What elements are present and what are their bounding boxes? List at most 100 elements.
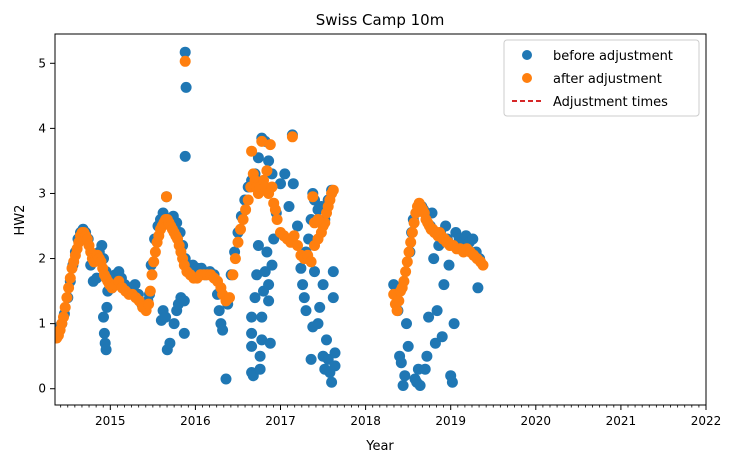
point-before-167 bbox=[421, 350, 433, 362]
point-before-114 bbox=[283, 201, 295, 212]
point-after-5 bbox=[59, 301, 71, 313]
point-before-112 bbox=[275, 178, 286, 190]
x-tick-label-2021: 2021 bbox=[606, 414, 637, 428]
point-after-8 bbox=[64, 272, 76, 284]
point-before-53 bbox=[160, 311, 172, 323]
chart-title: Swiss Camp 10m bbox=[316, 11, 445, 29]
x-tick-label-2022: 2022 bbox=[691, 414, 722, 428]
point-after-132 bbox=[393, 295, 405, 307]
point-before-107 bbox=[263, 279, 275, 291]
point-before-171 bbox=[428, 253, 440, 265]
point-before-116 bbox=[287, 178, 299, 190]
point-before-55 bbox=[164, 337, 176, 349]
point-before-156 bbox=[402, 340, 414, 352]
point-before-183 bbox=[448, 318, 460, 330]
point-before-189 bbox=[467, 233, 479, 245]
point-before-89 bbox=[263, 155, 275, 167]
point-after-54 bbox=[161, 191, 172, 203]
point-before-118 bbox=[295, 262, 307, 274]
point-after-135 bbox=[398, 275, 410, 287]
legend-label-adjustment: Adjustment times bbox=[553, 95, 668, 110]
point-before-145 bbox=[327, 266, 339, 278]
point-before-105 bbox=[261, 246, 273, 258]
point-before-136 bbox=[314, 301, 326, 313]
point-before-148 bbox=[388, 279, 400, 291]
point-before-173 bbox=[431, 305, 443, 317]
point-before-75 bbox=[217, 324, 229, 336]
point-before-64 bbox=[178, 295, 190, 307]
point-after-110 bbox=[288, 230, 300, 242]
point-after-115 bbox=[305, 256, 317, 268]
point-before-121 bbox=[300, 305, 312, 317]
x-tick-label-2016: 2016 bbox=[180, 414, 211, 428]
point-before-119 bbox=[297, 279, 309, 291]
point-before-99 bbox=[254, 363, 266, 375]
legend-marker-before bbox=[522, 50, 532, 60]
x-tick-label-2017: 2017 bbox=[265, 414, 296, 428]
point-after-100 bbox=[264, 139, 276, 151]
point-before-172 bbox=[429, 337, 441, 349]
point-before-60 bbox=[179, 46, 191, 58]
point-after-141 bbox=[408, 217, 420, 229]
point-after-138 bbox=[403, 246, 415, 258]
point-after-83 bbox=[232, 236, 244, 248]
point-after-104 bbox=[271, 214, 283, 225]
point-before-176 bbox=[436, 331, 448, 343]
point-after-45 bbox=[146, 269, 158, 281]
point-before-98 bbox=[252, 240, 264, 251]
point-before-138 bbox=[317, 279, 329, 291]
x-tick-label-2019: 2019 bbox=[435, 414, 466, 428]
point-after-47 bbox=[149, 246, 161, 258]
plot-area bbox=[55, 46, 489, 391]
point-before-182 bbox=[446, 376, 458, 388]
point-before-63 bbox=[178, 327, 190, 339]
point-before-166 bbox=[419, 363, 431, 375]
point-before-97 bbox=[251, 269, 263, 281]
point-after-125 bbox=[327, 184, 339, 196]
legend-label-after: after adjustment bbox=[553, 72, 662, 87]
point-before-143 bbox=[326, 376, 338, 388]
point-before-144 bbox=[327, 292, 339, 304]
point-before-86 bbox=[252, 152, 264, 164]
point-before-101 bbox=[256, 334, 268, 346]
point-after-84 bbox=[235, 223, 246, 235]
point-before-108 bbox=[264, 337, 276, 349]
point-before-191 bbox=[472, 282, 484, 294]
point-after-140 bbox=[406, 227, 418, 238]
point-after-87 bbox=[242, 194, 254, 206]
point-before-177 bbox=[438, 279, 450, 291]
point-before-100 bbox=[254, 350, 266, 362]
point-before-56 bbox=[168, 318, 180, 330]
point-before-163 bbox=[414, 380, 426, 391]
point-after-81 bbox=[227, 269, 239, 281]
point-after-137 bbox=[401, 256, 413, 268]
point-before-132 bbox=[305, 353, 317, 365]
point-after-82 bbox=[229, 253, 241, 265]
point-after-80 bbox=[224, 292, 235, 304]
point-after-4 bbox=[58, 311, 69, 323]
x-tick-label-2020: 2020 bbox=[521, 414, 552, 428]
point-after-66 bbox=[179, 55, 191, 67]
point-after-101 bbox=[266, 181, 278, 193]
point-before-153 bbox=[397, 380, 409, 391]
legend-marker-after bbox=[522, 73, 532, 83]
legend-box bbox=[503, 39, 700, 117]
point-before-120 bbox=[298, 292, 310, 304]
point-after-126 bbox=[307, 191, 319, 203]
point-before-91 bbox=[246, 340, 258, 352]
point-after-98 bbox=[261, 165, 273, 177]
point-after-95 bbox=[256, 135, 268, 147]
y-tick-label-0: 0 bbox=[38, 382, 46, 396]
point-before-110 bbox=[268, 233, 280, 245]
point-before-117 bbox=[292, 220, 303, 232]
y-tick-label-3: 3 bbox=[38, 186, 46, 200]
point-before-93 bbox=[246, 311, 258, 323]
point-after-6 bbox=[61, 292, 73, 304]
point-before-168 bbox=[423, 311, 435, 323]
point-before-62 bbox=[179, 150, 191, 162]
point-before-104 bbox=[259, 266, 271, 278]
x-tick-label-2015: 2015 bbox=[95, 414, 126, 428]
point-before-96 bbox=[249, 292, 261, 304]
point-after-109 bbox=[286, 131, 298, 143]
point-before-21 bbox=[98, 311, 109, 323]
